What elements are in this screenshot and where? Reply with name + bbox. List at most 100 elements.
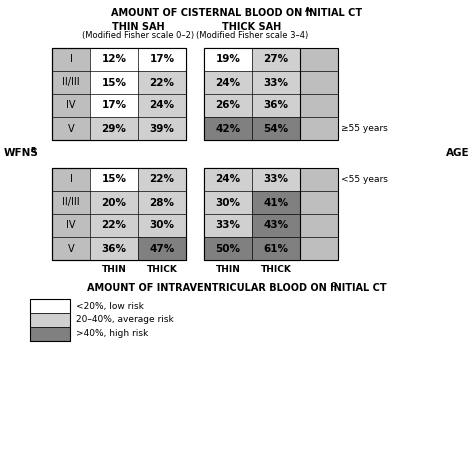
Text: II/III: II/III	[62, 198, 80, 208]
Bar	[90, 214, 138, 237]
Bar	[204, 71, 252, 94]
Text: AMOUNT OF CISTERNAL BLOOD ON INITIAL CT: AMOUNT OF CISTERNAL BLOOD ON INITIAL CT	[111, 8, 363, 18]
Bar	[204, 168, 338, 260]
Bar	[204, 168, 300, 260]
Text: ≥55 years: ≥55 years	[341, 124, 388, 133]
Text: 24%: 24%	[216, 175, 241, 185]
Text: 20–40%, average risk: 20–40%, average risk	[76, 316, 174, 325]
Bar	[138, 237, 186, 260]
Text: 36%: 36%	[264, 100, 289, 110]
Text: B: B	[30, 147, 35, 153]
Bar	[204, 48, 252, 71]
Bar	[204, 191, 252, 214]
Text: II/III: II/III	[62, 78, 80, 88]
Text: 42%: 42%	[216, 123, 241, 133]
Text: 33%: 33%	[216, 220, 240, 230]
Text: 61%: 61%	[264, 244, 289, 254]
Bar	[52, 48, 186, 140]
Text: 27%: 27%	[264, 54, 289, 65]
Bar	[204, 237, 252, 260]
Text: 12%: 12%	[101, 54, 127, 65]
Text: A: A	[305, 7, 310, 13]
Bar	[252, 168, 300, 191]
Bar	[252, 71, 300, 94]
Text: 26%: 26%	[216, 100, 240, 110]
Bar	[252, 214, 300, 237]
Bar	[30, 327, 70, 341]
Text: WFNS: WFNS	[4, 148, 39, 158]
Bar	[138, 191, 186, 214]
Bar	[252, 237, 300, 260]
Bar	[90, 117, 138, 140]
Bar	[52, 48, 186, 140]
Text: 33%: 33%	[264, 175, 289, 185]
Bar	[30, 299, 70, 341]
Bar	[138, 168, 186, 191]
Text: V: V	[68, 244, 74, 254]
Text: 43%: 43%	[264, 220, 289, 230]
Bar	[30, 313, 70, 327]
Text: 20%: 20%	[101, 198, 127, 208]
Text: <55 years: <55 years	[341, 175, 388, 184]
Text: IV: IV	[66, 220, 76, 230]
Bar	[90, 191, 138, 214]
Text: I: I	[70, 54, 73, 65]
Bar	[52, 168, 186, 260]
Text: THIN: THIN	[101, 265, 127, 274]
Text: 36%: 36%	[101, 244, 127, 254]
Bar	[138, 94, 186, 117]
Text: 47%: 47%	[149, 244, 174, 254]
Text: 22%: 22%	[149, 175, 174, 185]
Text: 41%: 41%	[264, 198, 289, 208]
Text: 29%: 29%	[101, 123, 127, 133]
Text: 15%: 15%	[101, 78, 127, 88]
Text: THICK SAH: THICK SAH	[222, 22, 282, 32]
Text: 22%: 22%	[149, 78, 174, 88]
Bar	[138, 71, 186, 94]
Bar	[204, 48, 338, 140]
Text: 39%: 39%	[150, 123, 174, 133]
Bar	[252, 48, 300, 71]
Text: 30%: 30%	[216, 198, 240, 208]
Text: 54%: 54%	[264, 123, 289, 133]
Text: 22%: 22%	[101, 220, 127, 230]
Text: 24%: 24%	[149, 100, 174, 110]
Text: 50%: 50%	[216, 244, 240, 254]
Bar	[90, 71, 138, 94]
Bar	[90, 48, 138, 71]
Bar	[252, 117, 300, 140]
Bar	[138, 117, 186, 140]
Text: V: V	[68, 123, 74, 133]
Text: C: C	[331, 282, 336, 288]
Bar	[204, 168, 252, 191]
Bar	[90, 237, 138, 260]
Text: THIN SAH: THIN SAH	[112, 22, 164, 32]
Text: >40%, high risk: >40%, high risk	[76, 329, 148, 338]
Bar	[204, 48, 300, 140]
Text: IV: IV	[66, 100, 76, 110]
Text: (Modified Fisher scale 0–2): (Modified Fisher scale 0–2)	[82, 31, 194, 40]
Bar	[204, 94, 252, 117]
Text: THICK: THICK	[261, 265, 292, 274]
Text: AMOUNT OF INTRAVENTRICULAR BLOOD ON INITIAL CT: AMOUNT OF INTRAVENTRICULAR BLOOD ON INIT…	[87, 283, 387, 293]
Bar	[252, 191, 300, 214]
Text: 17%: 17%	[149, 54, 174, 65]
Text: 15%: 15%	[101, 175, 127, 185]
Text: AGE: AGE	[447, 148, 470, 158]
Bar	[52, 168, 186, 260]
Text: THIN: THIN	[216, 265, 240, 274]
Bar	[138, 48, 186, 71]
Bar	[252, 94, 300, 117]
Bar	[90, 94, 138, 117]
Text: <20%, low risk: <20%, low risk	[76, 301, 144, 310]
Text: 24%: 24%	[216, 78, 241, 88]
Text: 33%: 33%	[264, 78, 289, 88]
Bar	[90, 168, 138, 191]
Text: 19%: 19%	[216, 54, 240, 65]
Bar	[138, 214, 186, 237]
Bar	[204, 117, 252, 140]
Text: THICK: THICK	[146, 265, 177, 274]
Text: 30%: 30%	[149, 220, 174, 230]
Text: I: I	[70, 175, 73, 185]
Text: 17%: 17%	[101, 100, 127, 110]
